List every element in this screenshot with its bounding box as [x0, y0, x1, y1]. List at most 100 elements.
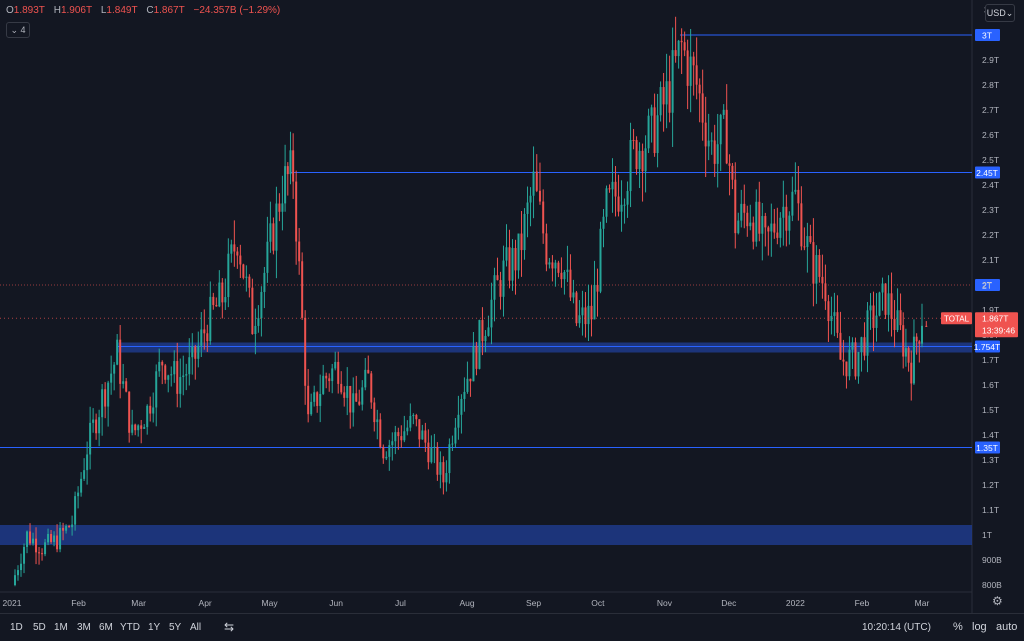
candle-body: [593, 284, 596, 320]
y-tick-label: 800B: [982, 580, 1002, 590]
currency-select[interactable]: USD⌄: [985, 4, 1015, 22]
y-tick-label: 2.2T: [982, 230, 999, 240]
low-value: 1.849T: [106, 5, 138, 16]
close-value: 1.867T: [153, 5, 185, 16]
last-price-countdown: 13:39:46: [982, 325, 1015, 335]
candle-body: [209, 296, 212, 342]
candle-body: [545, 233, 548, 265]
candle-body: [170, 374, 173, 376]
candle-body: [272, 223, 275, 251]
candle-body: [737, 220, 740, 234]
candle-body: [17, 570, 20, 576]
indicator-collapse-button[interactable]: ⌄ 4: [6, 22, 30, 38]
last-price-label: 1.867T: [982, 313, 1008, 323]
candle-body: [469, 378, 472, 382]
candle-body: [487, 327, 490, 336]
candle-body: [644, 148, 647, 172]
level-price-tag: [975, 340, 1000, 353]
candle-body: [493, 275, 496, 300]
candle-body: [902, 325, 905, 357]
candle-body: [484, 335, 487, 342]
candle-body: [665, 81, 668, 105]
price-chart[interactable]: 3T 2.45T 2T 1.754T 1.35T 800B 900B 1T 1.1T 1.2T 1.…: [0, 0, 1024, 613]
x-tick-label: Mar: [915, 598, 930, 608]
candle-body: [158, 361, 161, 372]
candle-body: [743, 203, 746, 213]
range-5y-button[interactable]: 5Y: [169, 622, 182, 633]
range-ytd-button[interactable]: YTD: [120, 622, 140, 633]
y-tick-label: 1.1T: [982, 505, 999, 515]
candle-body: [656, 115, 659, 154]
level-price-tag: [975, 279, 1000, 291]
candle-body: [188, 357, 191, 375]
candle-body: [508, 247, 511, 281]
candle-body: [605, 188, 608, 217]
candle-body: [113, 364, 116, 374]
range-all-button[interactable]: All: [190, 622, 202, 633]
candle-body: [912, 336, 915, 384]
candle-body: [74, 496, 77, 525]
candle-body: [617, 196, 620, 212]
candle-body: [358, 401, 361, 405]
candle-body: [56, 535, 59, 550]
candle-body: [179, 377, 182, 394]
range-3m-button[interactable]: 3M: [77, 622, 91, 633]
candle-body: [200, 329, 203, 346]
x-tick-label: Feb: [855, 598, 870, 608]
candle-body: [686, 50, 689, 86]
auto-toggle[interactable]: auto: [996, 621, 1018, 633]
candle-body: [304, 317, 307, 386]
change-value: −24.357B (−1.29%): [193, 5, 281, 16]
range-1y-button[interactable]: 1Y: [148, 622, 161, 633]
candle-body: [215, 304, 218, 307]
candle-body: [866, 310, 869, 356]
candle-body: [791, 191, 794, 216]
candle-body: [896, 310, 899, 331]
candle-body: [496, 275, 499, 281]
candle-body: [86, 454, 89, 471]
candle-body: [481, 320, 484, 342]
candle-body: [62, 527, 65, 531]
candle-body: [206, 333, 209, 342]
y-tick-label: 1.3T: [982, 455, 999, 465]
candle-body: [376, 419, 379, 423]
candle-body: [41, 553, 44, 555]
candle-body: [674, 50, 677, 57]
candle-body: [284, 166, 287, 204]
candle-body: [116, 339, 119, 365]
candle-body: [563, 272, 566, 280]
range-5d-button[interactable]: 5D: [33, 622, 46, 633]
gear-icon[interactable]: ⚙: [992, 594, 1003, 608]
candle-body: [755, 201, 758, 242]
candle-body: [445, 473, 448, 483]
candle-body: [71, 524, 74, 528]
candle-body: [827, 301, 830, 322]
level-price-tag: [975, 441, 1000, 454]
range-1m-button[interactable]: 1M: [54, 622, 68, 633]
candle-body: [758, 201, 761, 234]
candle-body: [692, 56, 695, 66]
candle-body: [734, 179, 737, 234]
y-tick-label: 2.6T: [982, 130, 999, 140]
candle-body: [20, 563, 23, 571]
candle-body: [872, 305, 875, 328]
candle-body: [635, 140, 638, 170]
candle-body: [331, 368, 334, 382]
percent-toggle[interactable]: %: [953, 621, 963, 633]
candle-body: [32, 538, 35, 544]
date-range-icon[interactable]: ⇆: [224, 620, 235, 634]
candle-body: [122, 381, 125, 384]
candle-body: [830, 315, 833, 322]
candle-body: [182, 375, 185, 378]
candle-body: [505, 247, 508, 261]
candle-body: [647, 115, 650, 149]
candle-body: [857, 352, 860, 377]
range-6m-button[interactable]: 6M: [99, 622, 113, 633]
candle-body: [776, 232, 779, 238]
range-1d-button[interactable]: 1D: [10, 622, 23, 633]
candle-body: [560, 272, 563, 280]
candle-body: [119, 339, 122, 384]
log-toggle[interactable]: log: [972, 621, 987, 633]
candle-body: [907, 348, 910, 363]
candle-body: [137, 425, 140, 431]
